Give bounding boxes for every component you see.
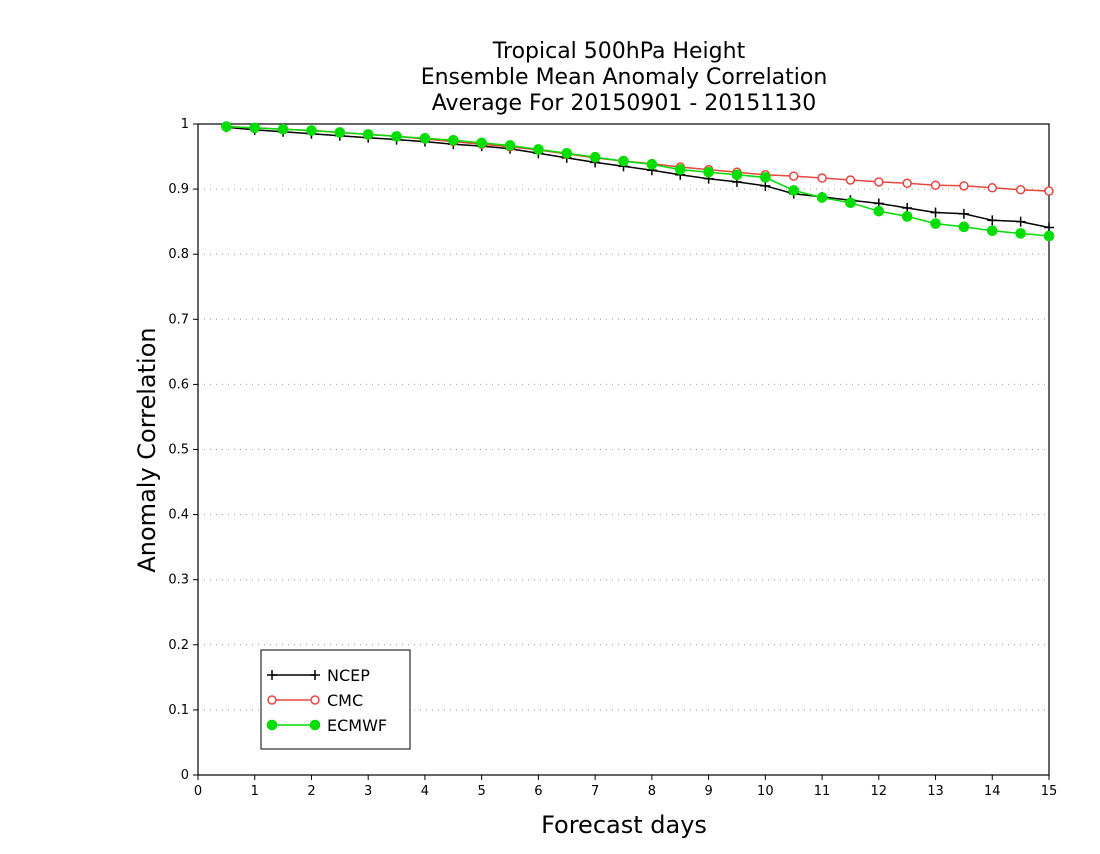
data-point-cmc-28 xyxy=(1015,185,1026,195)
x-tick-label-0: 0 xyxy=(194,784,202,799)
data-point-cmc-22 xyxy=(845,175,856,185)
x-tick-label-15: 15 xyxy=(1041,784,1058,799)
data-point-ecmwf-16 xyxy=(674,164,686,175)
data-point-ecmwf-6 xyxy=(391,131,402,142)
x-tick-label-2: 2 xyxy=(307,784,315,799)
series-ncep xyxy=(221,122,1054,233)
y-tick-label-5: 0.5 xyxy=(168,443,189,458)
data-point-ecmwf-20 xyxy=(788,185,800,196)
y-tick-label-1: 0.1 xyxy=(168,703,189,718)
data-point-ecmwf-13 xyxy=(589,151,601,163)
data-point-ecmwf-0 xyxy=(221,121,232,132)
data-point-ecmwf-4 xyxy=(334,127,346,138)
data-point-cmc-27 xyxy=(987,183,998,193)
data-point-cmc-24 xyxy=(902,178,912,188)
data-point-ecmwf-8 xyxy=(448,134,459,146)
x-tick-label-4: 4 xyxy=(421,784,429,799)
data-point-ecmwf-2 xyxy=(277,123,289,135)
data-point-ecmwf-9 xyxy=(476,137,487,149)
series-layer xyxy=(221,121,1055,242)
y-tick-label-4: 0.4 xyxy=(168,508,189,523)
data-point-ncep-27 xyxy=(987,215,998,226)
x-tick-label-11: 11 xyxy=(814,784,831,799)
y-tick-label-7: 0.7 xyxy=(168,312,189,327)
x-tick-label-8: 8 xyxy=(648,784,656,799)
y-tick-label-6: 0.6 xyxy=(168,377,189,392)
series-ecmwf xyxy=(221,121,1055,242)
legend-marker-ncep-left xyxy=(267,670,277,680)
legend-item-ncep: NCEP xyxy=(267,666,370,685)
chart-title-line-2: Ensemble Mean Anomaly Correlation xyxy=(421,65,828,90)
x-tick-label-1: 1 xyxy=(251,784,259,799)
data-point-ecmwf-3 xyxy=(306,125,317,136)
data-point-ecmwf-18 xyxy=(731,169,743,181)
data-point-ecmwf-29 xyxy=(1043,230,1055,242)
y-tick-label-8: 0.8 xyxy=(168,247,189,262)
chart-title-line-3: Average For 20150901 - 20151130 xyxy=(432,91,817,116)
data-point-ecmwf-10 xyxy=(504,140,516,151)
data-point-cmc-26 xyxy=(959,181,969,191)
x-tick-label-9: 9 xyxy=(704,784,712,799)
data-point-ecmwf-25 xyxy=(930,218,941,229)
data-point-ecmwf-22 xyxy=(845,197,856,209)
data-point-ecmwf-12 xyxy=(561,147,573,159)
legend-marker-cmc-left xyxy=(267,695,277,705)
data-point-ecmwf-17 xyxy=(703,166,714,178)
data-point-cmc-29 xyxy=(1044,186,1054,196)
x-tick-label-12: 12 xyxy=(871,784,888,799)
data-point-ecmwf-14 xyxy=(618,155,629,167)
data-point-cmc-23 xyxy=(874,177,884,187)
data-point-ecmwf-15 xyxy=(646,159,658,170)
legend-label-ncep: NCEP xyxy=(327,666,370,685)
legend-item-ecmwf: ECMWF xyxy=(266,716,387,735)
data-point-ecmwf-11 xyxy=(533,144,544,155)
y-tick-label-9: 0.9 xyxy=(168,182,189,197)
legend: NCEP CMC ECMWF xyxy=(260,649,411,750)
data-point-ncep-26 xyxy=(958,208,969,219)
data-point-cmc-25 xyxy=(930,180,941,190)
legend-label-cmc: CMC xyxy=(327,691,363,710)
x-tick-label-10: 10 xyxy=(757,784,774,799)
x-tick-label-3: 3 xyxy=(364,784,372,799)
data-point-ecmwf-5 xyxy=(362,129,374,140)
data-point-ecmwf-27 xyxy=(986,225,998,237)
data-point-ecmwf-21 xyxy=(816,192,828,203)
x-tick-label-5: 5 xyxy=(478,784,486,799)
y-tick-label-2: 0.2 xyxy=(168,638,189,653)
data-point-ecmwf-19 xyxy=(760,172,771,183)
y-tick-label-10: 1 xyxy=(181,117,189,132)
legend-marker-ncep-right xyxy=(310,670,320,680)
data-point-ncep-28 xyxy=(1015,216,1026,227)
data-point-ecmwf-24 xyxy=(901,211,913,222)
legend-marker-cmc-right xyxy=(310,695,320,705)
data-point-ncep-25 xyxy=(930,207,941,218)
axis-ticks: 00.10.20.30.40.50.60.70.80.910 1 2 3 4 5 6 7 8 9 1… xyxy=(168,117,1057,799)
chart-title: Tropical 500hPa Height Ensemble Mean Ano… xyxy=(421,39,828,116)
x-tick-label-7: 7 xyxy=(591,784,599,799)
x-axis-title: Forecast days xyxy=(541,811,707,839)
data-point-ecmwf-28 xyxy=(1015,228,1026,239)
x-tick-label-14: 14 xyxy=(984,784,1001,799)
x-tick-label-6: 6 xyxy=(534,784,542,799)
legend-marker-ecmwf-left xyxy=(266,719,278,731)
data-point-ecmwf-26 xyxy=(958,221,970,233)
series-line-ecmwf xyxy=(226,125,1050,237)
data-point-cmc-21 xyxy=(817,173,827,183)
data-point-ecmwf-7 xyxy=(419,133,431,144)
y-axis-title: Anomaly Correlation xyxy=(133,327,161,572)
data-point-ecmwf-1 xyxy=(249,122,261,134)
legend-item-cmc: CMC xyxy=(267,691,363,710)
y-tick-label-0: 0 xyxy=(181,768,189,783)
data-point-ecmwf-23 xyxy=(873,205,885,217)
y-tick-label-3: 0.3 xyxy=(168,573,189,588)
data-point-cmc-20 xyxy=(788,171,799,181)
legend-marker-ecmwf-right xyxy=(309,719,321,731)
legend-label-ecmwf: ECMWF xyxy=(327,716,387,735)
series-line-ncep xyxy=(226,126,1050,229)
x-tick-label-13: 13 xyxy=(927,784,944,799)
chart-title-line-1: Tropical 500hPa Height xyxy=(492,39,746,64)
